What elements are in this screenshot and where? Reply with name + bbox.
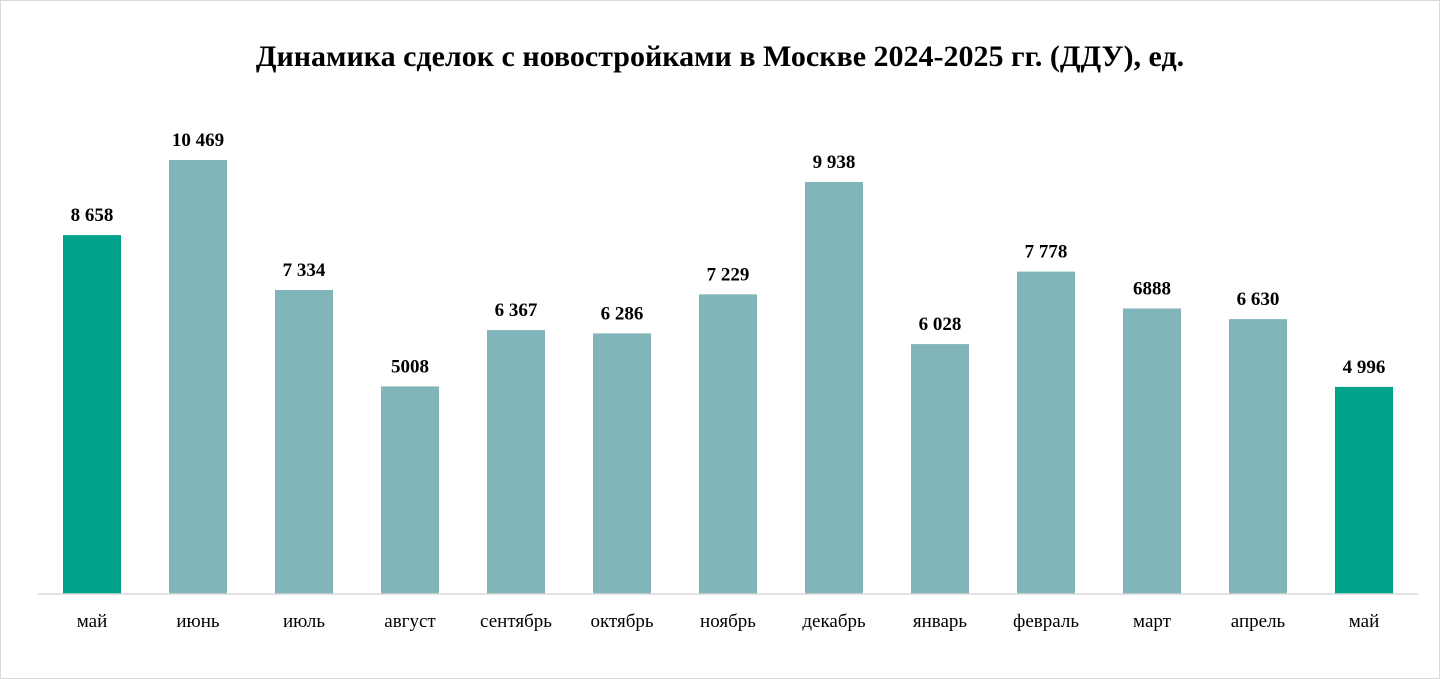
bar-2 [169,160,227,594]
bar-10 [1017,271,1075,594]
category-label-11: март [1133,611,1172,632]
category-label-3: июль [283,611,325,632]
value-label-13: 4 996 [1343,357,1386,378]
value-labels-group: 8 658 10 469 7 334 5008 6 367 6 286 7 229 9 938… [71,130,1386,378]
value-label-4: 5008 [391,356,429,377]
category-label-7: ноябрь [700,611,756,632]
category-label-12: апрель [1231,611,1286,632]
bar-6 [593,333,651,594]
category-label-9: январь [913,611,968,632]
value-label-3: 7 334 [283,260,326,281]
category-label-4: август [384,611,436,632]
value-label-1: 8 658 [71,205,114,226]
bar-3 [275,290,333,594]
category-label-13: май [1349,611,1380,632]
category-label-10: февраль [1013,611,1079,632]
bar-1 [63,235,121,594]
value-label-5: 6 367 [495,300,538,321]
bar-8 [805,182,863,594]
bar-12 [1229,319,1287,594]
category-label-8: декабрь [802,611,866,632]
bars-group [63,160,1393,594]
bar-5 [487,330,545,594]
category-label-6: октябрь [590,611,653,632]
value-label-6: 6 286 [601,303,644,324]
bar-9 [911,344,969,594]
value-label-12: 6 630 [1237,289,1280,310]
category-labels-group: май июнь июль август сентябрь октябрь ноябрь де… [77,611,1380,632]
category-label-5: сентябрь [480,611,552,632]
bar-11 [1123,308,1181,594]
value-label-11: 6888 [1133,279,1171,300]
value-label-7: 7 229 [707,264,750,285]
value-label-9: 6 028 [919,314,962,335]
chart-title: Динамика сделок с новостройками в Москве… [255,40,1185,73]
bar-4 [381,386,439,594]
value-label-10: 7 778 [1025,242,1068,263]
bar-13 [1335,386,1393,594]
value-label-2: 10 469 [172,130,224,151]
value-label-8: 9 938 [813,152,856,173]
category-label-1: май [77,611,108,632]
category-label-2: июнь [176,611,220,632]
bar-7 [699,294,757,594]
